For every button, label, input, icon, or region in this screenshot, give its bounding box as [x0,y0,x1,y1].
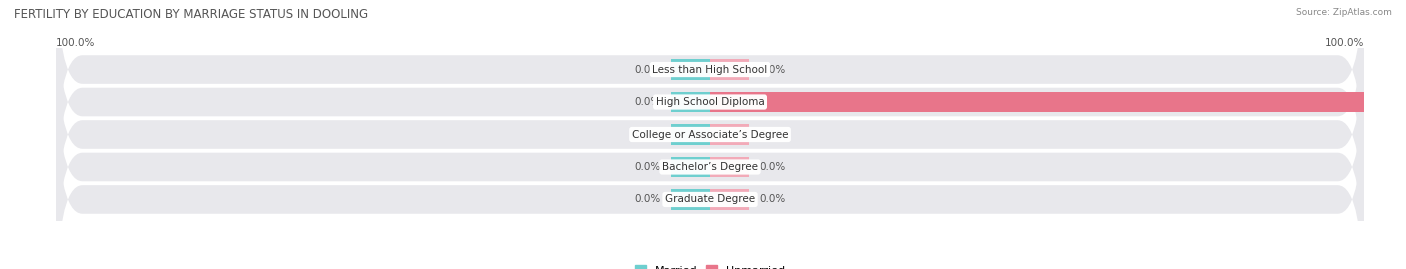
Text: 0.0%: 0.0% [759,129,786,140]
FancyBboxPatch shape [56,84,1364,269]
Text: 0.0%: 0.0% [759,65,786,75]
Text: Source: ZipAtlas.com: Source: ZipAtlas.com [1296,8,1392,17]
Text: Bachelor’s Degree: Bachelor’s Degree [662,162,758,172]
Text: FERTILITY BY EDUCATION BY MARRIAGE STATUS IN DOOLING: FERTILITY BY EDUCATION BY MARRIAGE STATU… [14,8,368,21]
FancyBboxPatch shape [56,0,1364,218]
Bar [671,125,710,144]
Text: 0.0%: 0.0% [634,194,661,204]
Text: Graduate Degree: Graduate Degree [665,194,755,204]
Text: 0.0%: 0.0% [634,162,661,172]
FancyBboxPatch shape [56,51,1364,269]
Legend: Married, Unmarried: Married, Unmarried [630,261,790,269]
Bar [710,125,749,144]
Text: 100.0%: 100.0% [1374,97,1406,107]
Bar [710,92,1364,112]
Text: 100.0%: 100.0% [56,38,96,48]
Bar [671,59,710,80]
FancyBboxPatch shape [56,0,1364,185]
Text: 100.0%: 100.0% [1324,38,1364,48]
Text: 0.0%: 0.0% [634,65,661,75]
Bar [710,59,749,80]
FancyBboxPatch shape [56,19,1364,250]
Bar [671,189,710,210]
Bar [671,157,710,177]
Text: College or Associate’s Degree: College or Associate’s Degree [631,129,789,140]
Text: 0.0%: 0.0% [759,194,786,204]
Text: 0.0%: 0.0% [634,97,661,107]
Text: Less than High School: Less than High School [652,65,768,75]
Bar [671,92,710,112]
Bar [710,189,749,210]
Bar [710,157,749,177]
Text: 0.0%: 0.0% [634,129,661,140]
Text: High School Diploma: High School Diploma [655,97,765,107]
Text: 0.0%: 0.0% [759,162,786,172]
